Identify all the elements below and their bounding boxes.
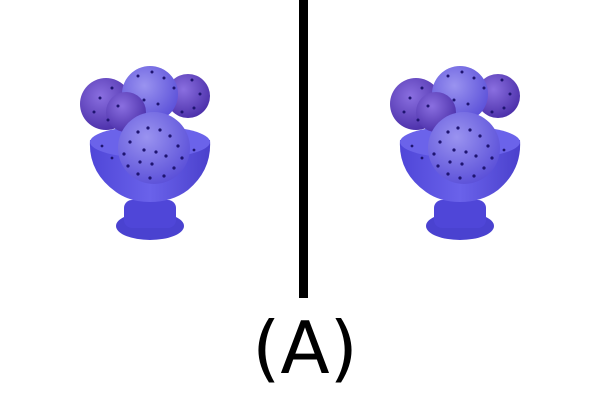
option-label: (A)	[252, 306, 358, 390]
center-divider	[299, 0, 308, 298]
ice-cream-sundae-icon	[390, 66, 521, 240]
ice-cream-sundae-icon	[80, 66, 211, 240]
right-image-panel	[388, 60, 528, 250]
left-image-panel	[78, 60, 218, 250]
